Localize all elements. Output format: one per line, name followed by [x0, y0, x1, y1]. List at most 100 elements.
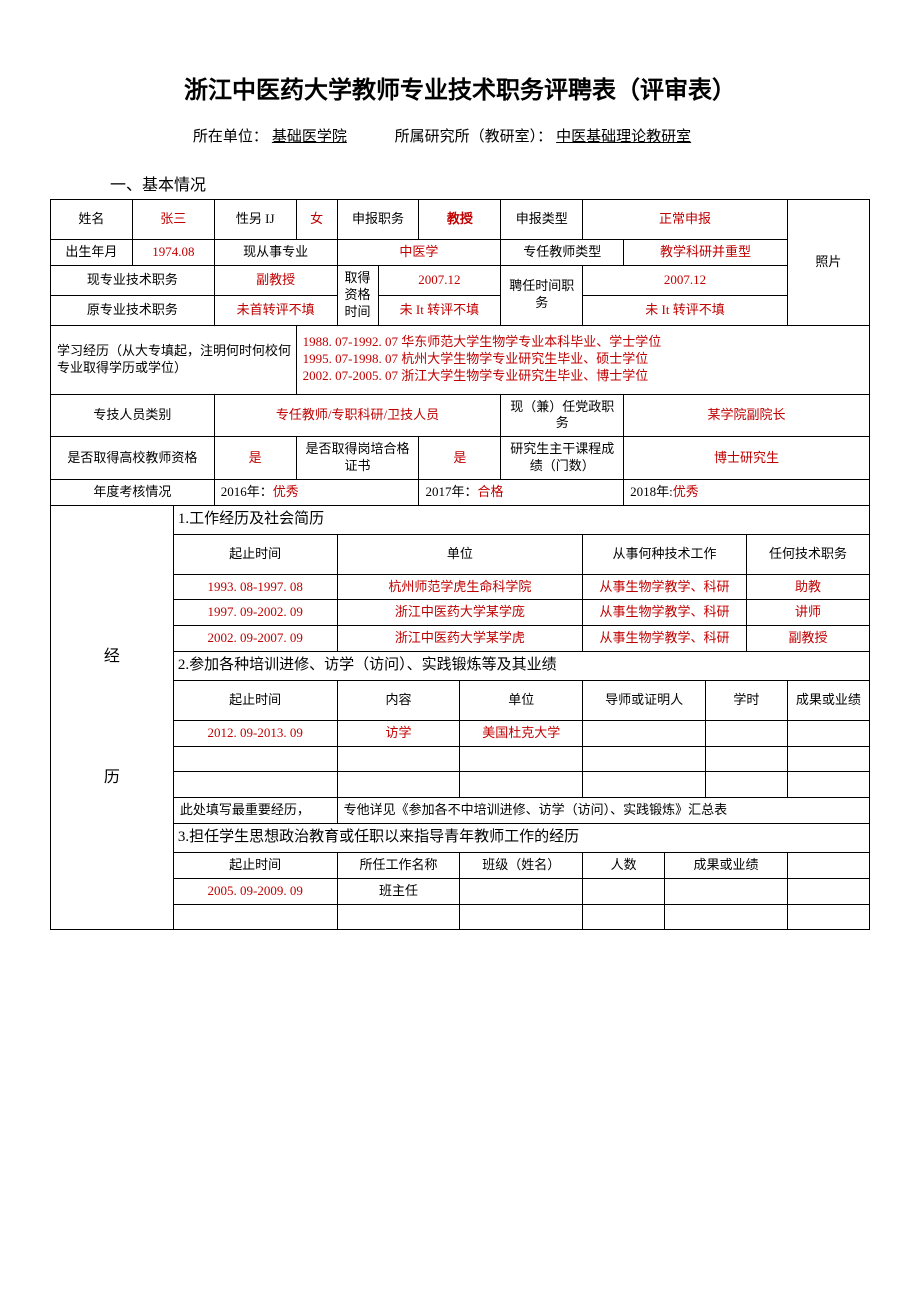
table-row	[460, 772, 583, 798]
origqual-value: 未 It 转评不填	[378, 295, 501, 325]
table-row: 从事生物学教学、科研	[583, 600, 747, 626]
hascert-label: 是否取得高校教师资格	[51, 437, 215, 480]
table-row: 浙江中医药大学某学庞	[337, 600, 583, 626]
sub2-title: 2.参加各种培训进修、访学（访问）、实践锻炼等及其业绩	[173, 652, 869, 681]
table-row: 从事生物学教学、科研	[583, 574, 747, 600]
table-row	[583, 720, 706, 746]
table-row: 助教	[746, 574, 869, 600]
table-row	[583, 772, 706, 798]
applytype-label: 申报类型	[501, 200, 583, 240]
table-row	[787, 720, 869, 746]
sub-header: 所在单位：基础医学院 所属研究所（教研室）：中医基础理论教研室	[50, 125, 870, 146]
tr-mentor-label: 导师或证明人	[583, 680, 706, 720]
annual-2016: 2016年：优秀	[214, 480, 419, 506]
partypos-label: 现（兼）任党政职务	[501, 394, 624, 437]
table-row: 班主任	[337, 878, 460, 904]
pol-period-label: 起止时间	[173, 852, 337, 878]
curtitle-value: 副教授	[214, 265, 337, 295]
eduhist-label: 学习经历（从大专填起，注明何时何校何专业取得学历或学位）	[51, 325, 297, 394]
origtitle-value: 未首转评不填	[214, 295, 337, 325]
annual-2017: 2017年：合格	[419, 480, 624, 506]
table-row	[706, 772, 788, 798]
eduhist-value: 1988. 07-1992. 07 华东师范大学生物学专业本科毕业、学士学位 1…	[296, 325, 869, 394]
note-a: 此处填写最重要经历，	[173, 798, 337, 824]
edu-line2: 1995. 07-1998. 07 杭州大学生物学专业研究生毕业、硕士学位	[303, 351, 865, 368]
gradcourse-label: 研究生主干课程成绩（门数）	[501, 437, 624, 480]
tr-hours-label: 学时	[706, 680, 788, 720]
wh-period-label: 起止时间	[173, 534, 337, 574]
table-row	[583, 878, 665, 904]
table-row	[706, 746, 788, 772]
hiretime-value: 2007.12	[583, 265, 788, 295]
edu-line3: 2002. 07-2005. 07 浙江大学生物学专业研究生毕业、博士学位	[303, 368, 865, 385]
wh-type-label: 从事何种技术工作	[583, 534, 747, 574]
table-row: 2012. 09-2013. 09	[173, 720, 337, 746]
qualtime-label: 取得资格时间	[337, 265, 378, 325]
curmajor-value: 中医学	[337, 240, 501, 266]
sub3-title: 3.担任学生思想政治教育或任职以来指导青年教师工作的经历	[173, 824, 869, 853]
table-row	[583, 746, 706, 772]
table-row	[460, 878, 583, 904]
sub1-title: 1.工作经历及社会简历	[173, 506, 869, 535]
table-row: 从事生物学教学、科研	[583, 626, 747, 652]
table-row: 杭州师范学虎生命科学院	[337, 574, 583, 600]
section1-title: 一、基本情况	[110, 171, 870, 195]
table-row: 1993. 08-1997. 08	[173, 574, 337, 600]
stafftype-label: 专技人员类别	[51, 394, 215, 437]
table-row: 讲师	[746, 600, 869, 626]
note-b: 专他详见《参加各不中培训进修、访学（访问）、实践锻炼》汇总表	[337, 798, 869, 824]
table-row	[173, 904, 337, 930]
table-row	[173, 772, 337, 798]
tr-period-label: 起止时间	[173, 680, 337, 720]
table-row	[460, 904, 583, 930]
table-row: 2002. 09-2007. 09	[173, 626, 337, 652]
table-row	[787, 904, 869, 930]
table-row: 2005. 09-2009. 09	[173, 878, 337, 904]
tr-content-label: 内容	[337, 680, 460, 720]
gradcourse-value: 博士研究生	[624, 437, 870, 480]
curtitle-label: 现专业技术职务	[51, 265, 215, 295]
pol-achieve-label: 成果或业绩	[665, 852, 788, 878]
stafftype-value: 专任教师/专职科研/卫技人员	[214, 394, 501, 437]
annual-label: 年度考核情况	[51, 480, 215, 506]
hastrain-value: 是	[419, 437, 501, 480]
pol-class-label: 班级（姓名）	[460, 852, 583, 878]
birth-label: 出生年月	[51, 240, 133, 266]
teachertype-value: 教学科研并重型	[624, 240, 788, 266]
applypos-label: 申报职务	[337, 200, 419, 240]
applytype-value: 正常申报	[583, 200, 788, 240]
hascert-value: 是	[214, 437, 296, 480]
name-label: 姓名	[51, 200, 133, 240]
orighire-value: 未 It 转评不填	[583, 295, 788, 325]
table-row	[665, 878, 788, 904]
table-row	[706, 720, 788, 746]
tr-achieve-label: 成果或业绩	[787, 680, 869, 720]
wh-title-label: 任何技术职务	[746, 534, 869, 574]
wh-org-label: 单位	[337, 534, 583, 574]
table-row	[787, 878, 869, 904]
table-row	[460, 746, 583, 772]
applypos-value: 教授	[419, 200, 501, 240]
annual-2018: 2018年:优秀	[624, 480, 870, 506]
table-row	[665, 904, 788, 930]
hiretime-label: 聘任时间职务	[501, 265, 583, 325]
table-row: 访学	[337, 720, 460, 746]
table-row: 副教授	[746, 626, 869, 652]
partypos-value: 某学院副院长	[624, 394, 870, 437]
table-row	[583, 904, 665, 930]
edu-line1: 1988. 07-1992. 07 华东师范大学生物学专业本科毕业、学士学位	[303, 334, 865, 351]
dept-label: 所属研究所（教研室）：	[395, 129, 553, 145]
pol-count-label: 人数	[583, 852, 665, 878]
table-row	[787, 746, 869, 772]
unit-label: 所在单位：	[193, 129, 268, 145]
table-row: 1997. 09-2002. 09	[173, 600, 337, 626]
li-char: 历	[55, 768, 169, 789]
jingli-char: 经	[55, 647, 169, 668]
dept-value: 中医基础理论教研室	[556, 129, 691, 145]
tr-org-label: 单位	[460, 680, 583, 720]
table-row: 浙江中医药大学某学虎	[337, 626, 583, 652]
gender-value: 女	[296, 200, 337, 240]
birth-value: 1974.08	[132, 240, 214, 266]
page-title: 浙江中医药大学教师专业技术职务评聘表（评审表）	[50, 70, 870, 105]
gender-label: 性另 IJ	[214, 200, 296, 240]
